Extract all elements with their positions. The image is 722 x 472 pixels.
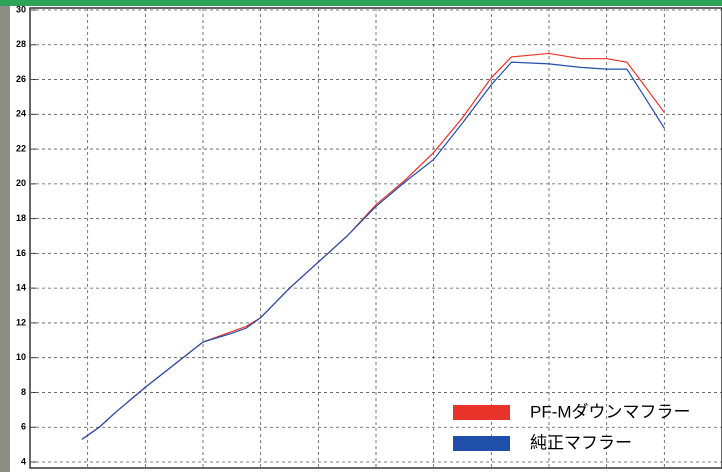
legend-swatch — [453, 405, 510, 420]
y-tick-label: 8 — [21, 387, 26, 397]
y-tick-label: 28 — [16, 39, 26, 49]
background — [0, 0, 722, 472]
y-tick-label: 22 — [16, 143, 26, 153]
y-tick-label: 20 — [16, 178, 26, 188]
y-tick-label: 30 — [16, 4, 26, 14]
top-bar — [0, 0, 722, 6]
y-tick-label: 26 — [16, 74, 26, 84]
y-tick-label: 10 — [16, 352, 26, 362]
legend-swatch — [453, 436, 510, 451]
legend-label: 純正マフラー — [530, 433, 632, 452]
y-tick-label: 24 — [16, 109, 26, 119]
y-tick-label: 16 — [16, 248, 26, 258]
y-tick-label: 14 — [16, 283, 26, 293]
y-tick-label: 4 — [21, 456, 26, 466]
legend-label: PF-Mダウンマフラー — [530, 402, 691, 421]
y-tick-label: 12 — [16, 317, 26, 327]
chart: 4 6 8 10 12 14 16 18 20 22 24 26 28 30 PF-Mダウンマフラー 純正… — [0, 0, 722, 472]
y-tick-label: 6 — [21, 422, 26, 432]
y-tick-label: 18 — [16, 213, 26, 223]
photo-edge — [0, 0, 10, 472]
